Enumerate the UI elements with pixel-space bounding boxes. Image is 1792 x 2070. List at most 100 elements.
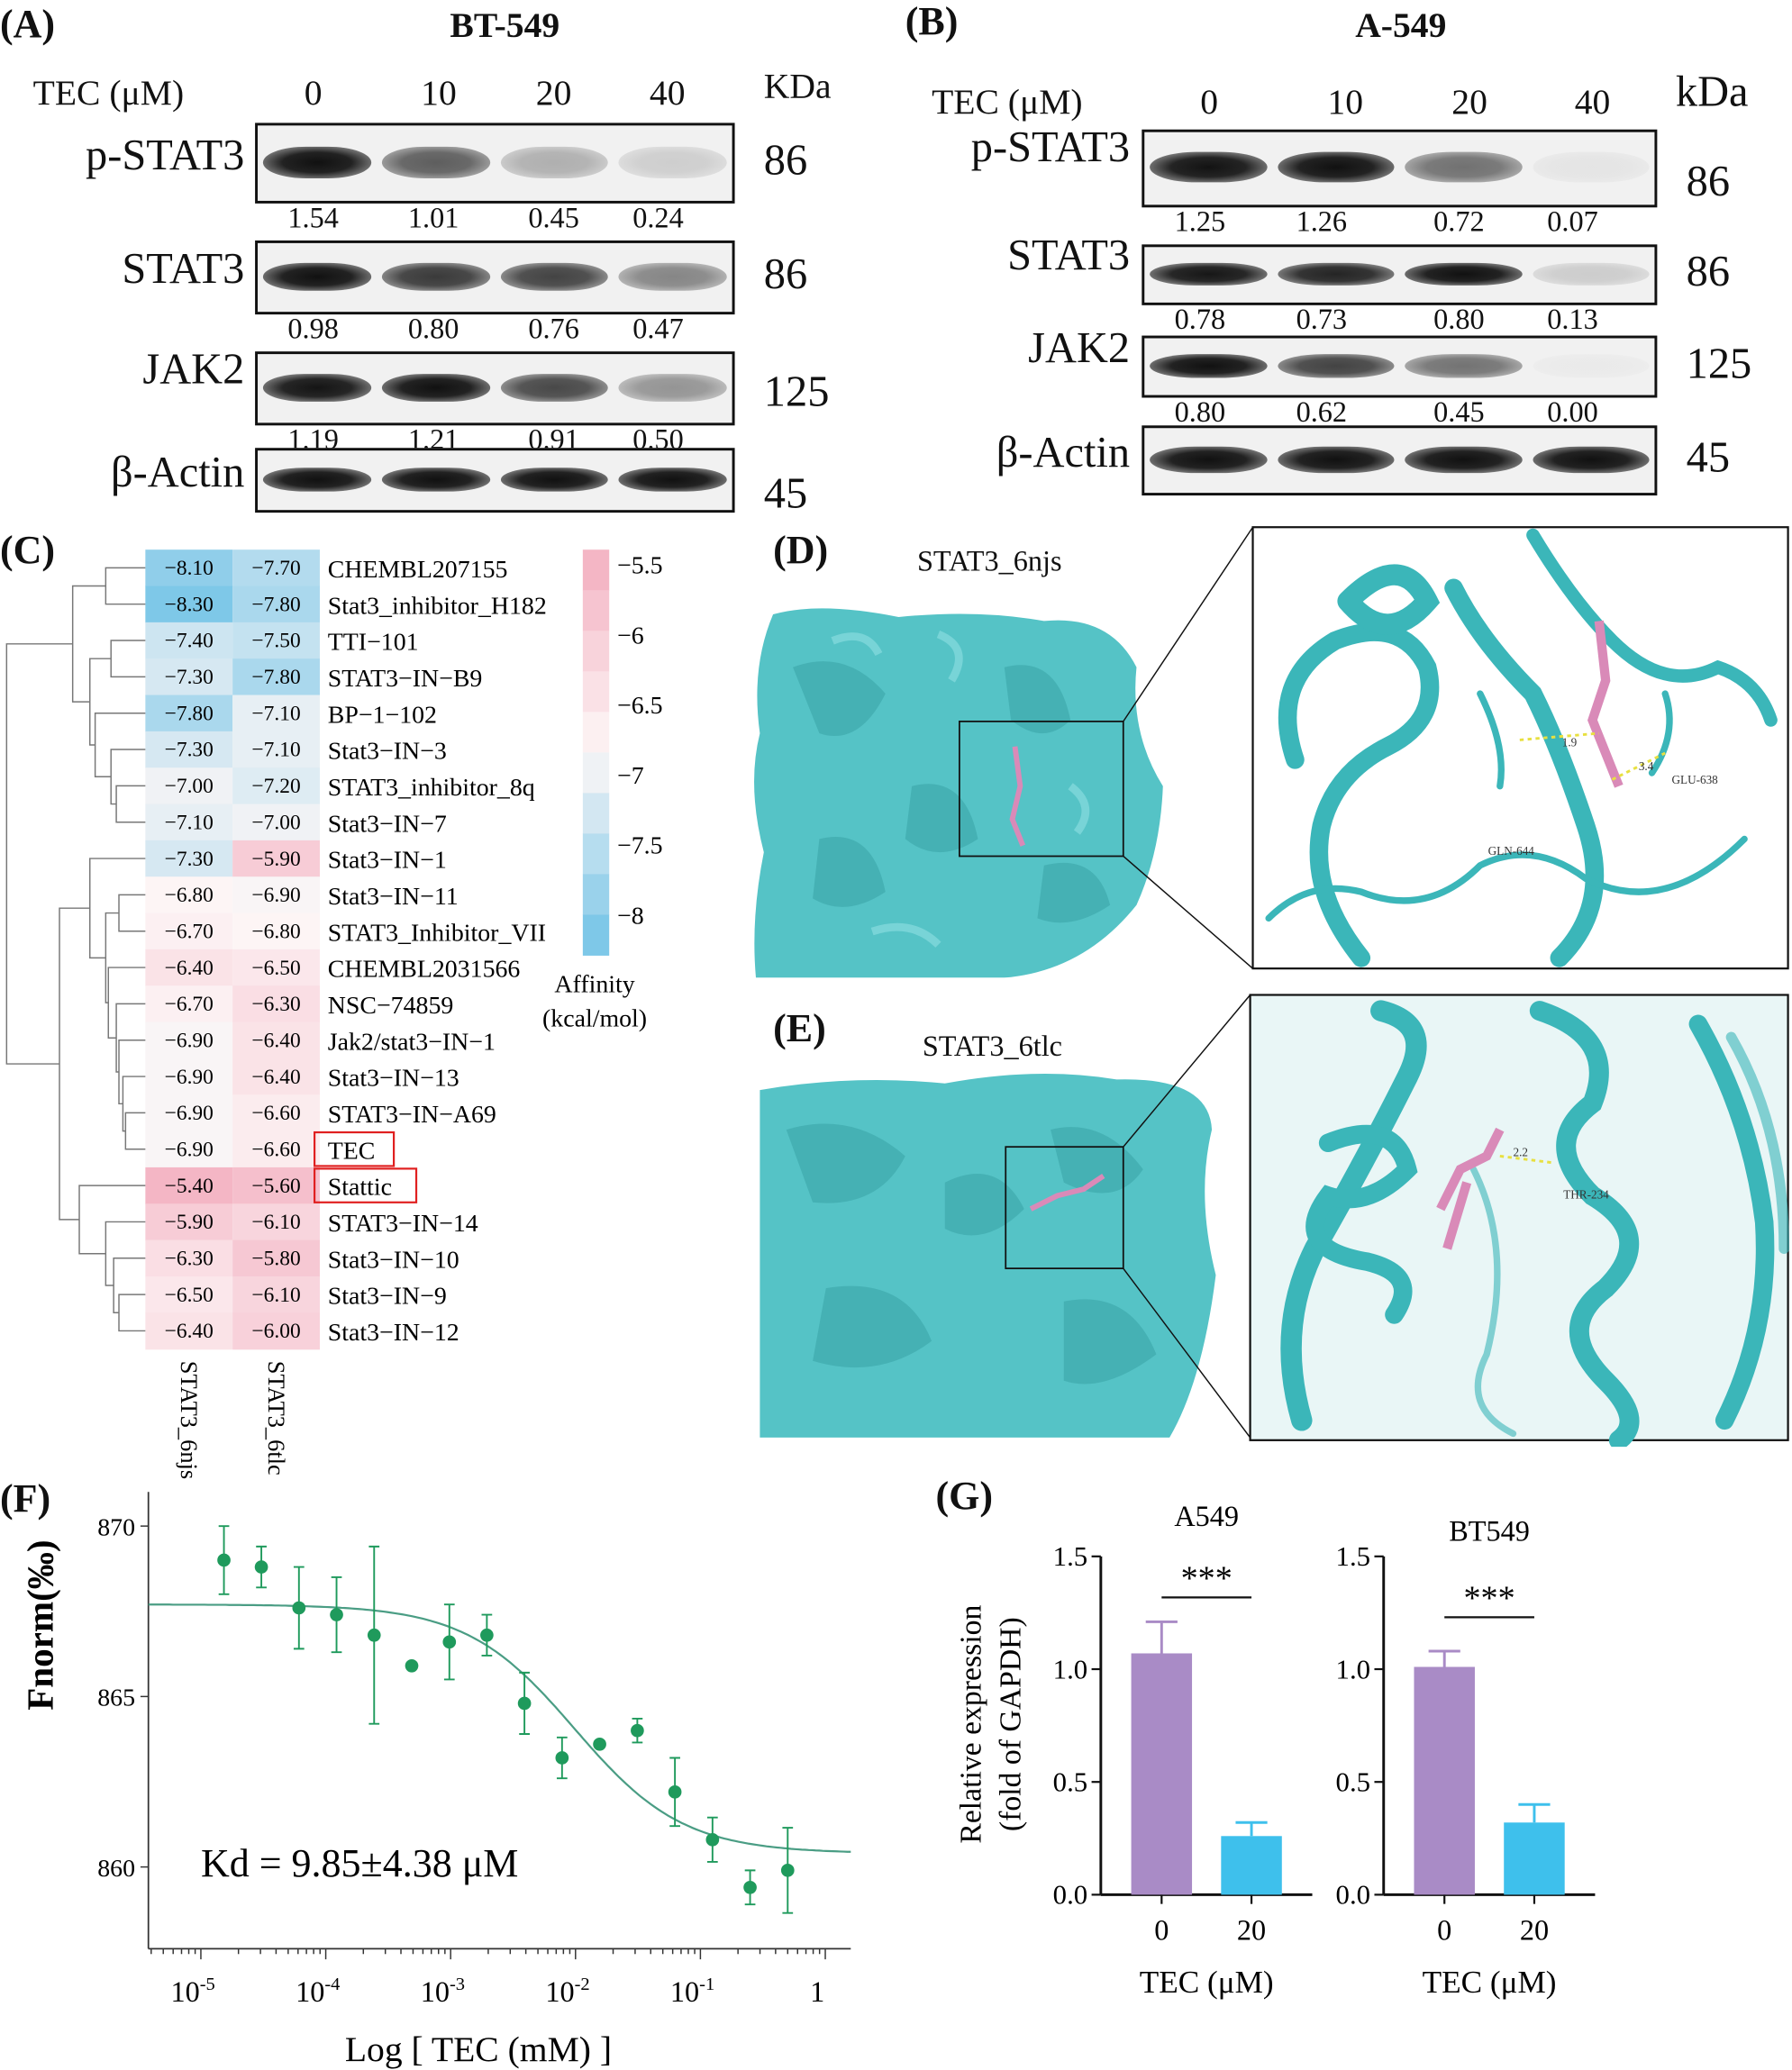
colorbar-segment [582,631,610,672]
x-axis-label: TEC (μM) [1140,1965,1274,2000]
chart-title: A549 [1174,1500,1239,1532]
heatmap-cell [145,622,233,659]
heatmap-cell [145,586,233,623]
protein-band [1405,446,1523,474]
protein-label: β-Actin [996,428,1131,477]
x-tick-label: 20 [1520,1913,1549,1946]
protein-band [262,373,371,403]
heatmap-cell [145,876,233,914]
cell-value: −6.90 [165,1029,214,1052]
distance-label: 1.9 [1562,736,1578,749]
protein-band [1532,262,1650,286]
x-tick-label: 20 [1237,1913,1266,1946]
protein-label: p-STAT3 [970,123,1131,171]
tick-exponent: -2 [575,1975,590,1994]
cell-value: −6.80 [165,884,214,907]
protein-label: p-STAT3 [86,131,245,179]
dendrogram-branch [122,1076,146,1132]
heatmap-cell [145,1276,233,1313]
protein-label: JAK2 [1028,324,1131,372]
row-label: STAT3_Inhibitor_VII [328,919,546,947]
panel-d-label: (D) [773,528,829,573]
colorbar-tick: −6.5 [617,692,663,720]
heatmap-cell [145,549,233,587]
y-tick-label: 1.5 [1053,1541,1088,1572]
error-bar [1428,1649,1460,1667]
cell-value: −5.80 [251,1247,300,1270]
heatmap-cell [232,658,320,696]
significance-stars: *** [1463,1580,1515,1618]
cell-value: −7.10 [251,702,300,725]
tick-base: 10 [545,1975,574,2008]
row-label: Jak2/stat3−IN−1 [328,1028,496,1056]
cell-value: −6.40 [165,957,214,980]
panel-a-treatment-label: TEC (μM) [32,72,185,113]
quantification-value: 0.98 [287,312,339,345]
x-tick-label: 10-3 [421,1975,465,2008]
cell-value: −6.90 [165,1066,214,1089]
protein-band [1277,152,1395,184]
tick-base: 10 [170,1975,199,2008]
cell-value: −6.60 [251,1138,300,1161]
data-point [593,1738,606,1751]
column-label: STAT3_6njs [176,1361,203,1479]
cell-value: −6.40 [251,1066,300,1089]
cell-value: −7.70 [251,557,300,580]
heatmap-cell [145,912,233,950]
heatmap-cell [232,985,320,1023]
molecular-weight: 125 [763,368,830,417]
quantification-value: 1.01 [407,200,459,234]
colorbar-segment [582,793,610,834]
panel-e-label: (E) [773,1006,826,1051]
protein-band [381,467,490,493]
row-label: STAT3−IN−B9 [328,665,483,693]
protein-band [262,262,371,292]
cell-value: −7.80 [251,593,300,616]
protein-band [500,262,609,292]
residue-label: GLN-644 [1488,844,1535,858]
row-label: Stat3−IN−12 [328,1319,459,1347]
row-label: Stat3_inhibitor_H182 [328,592,547,620]
heatmap-cell [232,1203,320,1241]
blot-image-3 [255,448,735,513]
x-tick-label: 1 [810,1975,824,2008]
row-label: Stat3−IN−13 [328,1065,459,1093]
y-tick-label: 1.5 [1336,1541,1371,1572]
colorbar-tick: −6 [617,622,644,649]
bar [1504,1822,1565,1895]
data-point [631,1723,644,1738]
tick-base: 10 [421,1975,450,2008]
dendrogram-branch [115,1003,146,1073]
molecular-weight: 86 [1686,158,1731,206]
row-label: STAT3−IN−A69 [328,1101,496,1129]
concentration-label: 20 [1451,81,1487,122]
concentration-label: 0 [1200,81,1219,122]
cell-value: −6.80 [251,920,300,943]
dendrogram-branch [110,640,146,678]
heatmap-cell [232,1276,320,1313]
heatmap-cell [145,1167,233,1204]
protein-band [618,262,727,292]
distance-label: 2.2 [1513,1145,1527,1158]
quantification-value: 1.25 [1174,204,1226,239]
row-label: BP−1−102 [328,701,437,729]
row-label: STAT3_inhibitor_8q [328,774,535,802]
fit-curve [148,1603,851,1853]
protein-band [262,146,371,178]
tick-base: 10 [296,1975,324,2008]
concentration-label: 40 [649,72,686,113]
row-label: Stat3−IN−7 [328,810,447,838]
cell-value: −6.90 [165,1102,214,1125]
heatmap-cell [145,658,233,696]
panel-d-title: STAT3_6njs [916,544,1062,577]
cell-value: −7.10 [165,811,214,834]
data-point [743,1880,757,1894]
concentration-label: 10 [421,72,457,113]
blot-image-3 [1142,425,1658,496]
data-point [254,1560,268,1574]
cell-value: −6.40 [251,1029,300,1052]
row-label: Stat3−IN−3 [328,738,447,766]
heatmap-cell [232,549,320,587]
dendrogram-branch [107,967,146,1039]
panel-a-title: BT-549 [450,5,560,45]
